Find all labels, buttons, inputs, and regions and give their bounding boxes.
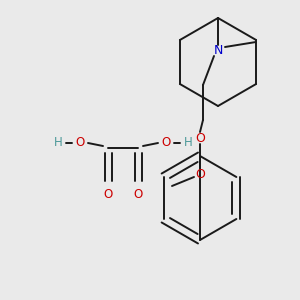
Text: H: H [54, 136, 62, 149]
Text: O: O [195, 167, 205, 181]
Text: H: H [184, 136, 192, 149]
Text: O: O [103, 188, 112, 200]
Text: N: N [213, 44, 223, 56]
Text: O: O [75, 136, 85, 149]
Text: O: O [161, 136, 171, 149]
Text: O: O [195, 131, 205, 145]
Text: O: O [134, 188, 142, 200]
